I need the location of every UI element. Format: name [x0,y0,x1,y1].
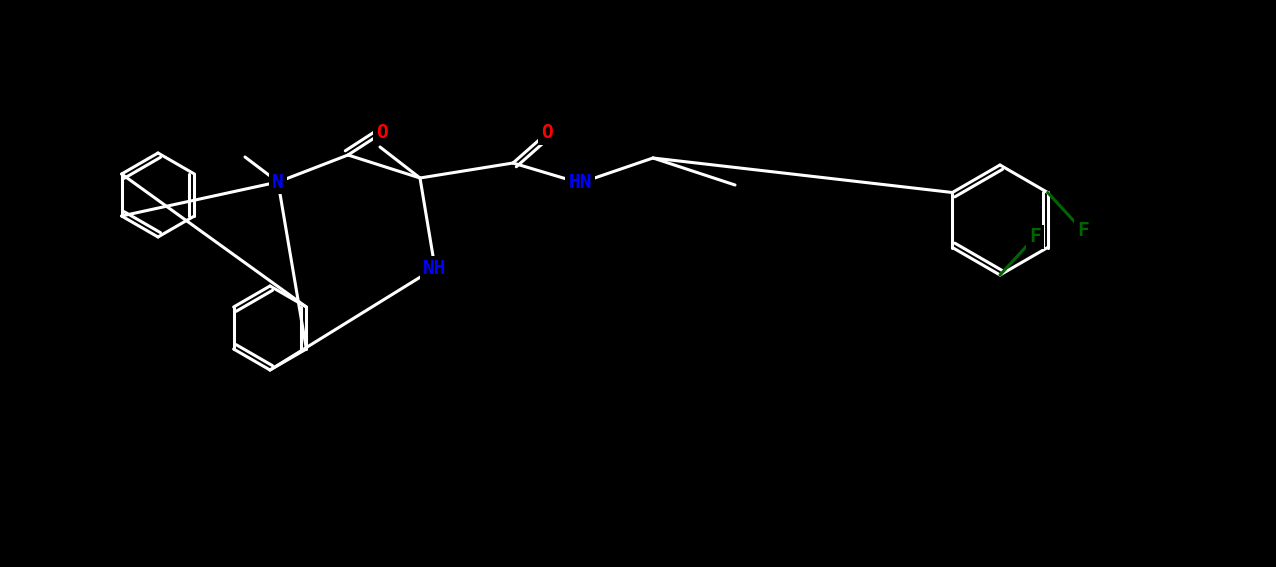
Text: HN: HN [568,174,592,193]
Text: NH: NH [424,259,447,277]
Text: O: O [376,124,388,142]
Text: F: F [1030,227,1041,247]
Text: F: F [1077,221,1088,240]
Text: N: N [272,172,283,192]
Text: O: O [541,124,553,142]
